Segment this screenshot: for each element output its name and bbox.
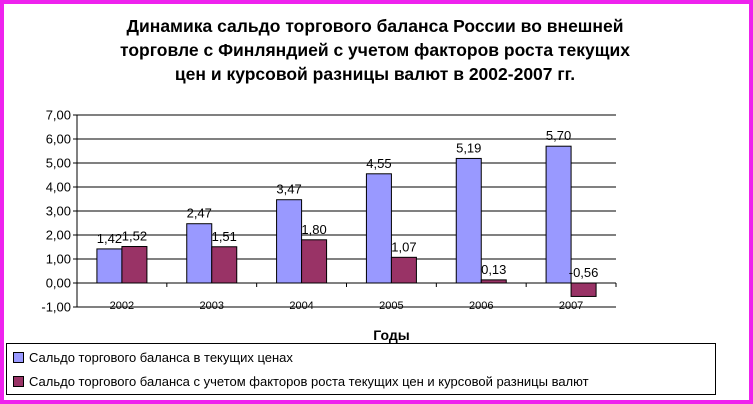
data-label: 3,47 (276, 182, 301, 197)
bar (186, 223, 213, 284)
data-label: 5,19 (456, 140, 481, 155)
x-tick-label: 2005 (379, 300, 403, 312)
legend-swatch (13, 376, 24, 387)
y-tick-label: 7,00 (46, 108, 71, 123)
y-tick-label: 3,00 (46, 204, 71, 219)
bar (276, 199, 303, 284)
data-label: 1,07 (391, 239, 416, 254)
data-label: 1,80 (301, 222, 326, 237)
bar (121, 246, 148, 284)
x-tick-label: 2007 (559, 300, 583, 312)
data-label: 1,51 (212, 229, 237, 244)
legend-item: Сальдо торгового баланса в текущих ценах (13, 350, 293, 366)
x-tick-label: 2003 (200, 300, 224, 312)
y-tick-label: 2,00 (46, 228, 71, 243)
data-label: -0,56 (569, 265, 599, 280)
chart-title-line: торговле с Финляндией с учетом факторов … (120, 40, 630, 60)
bar (570, 282, 597, 297)
bar (365, 173, 392, 284)
chart-title-line: цен и курсовой разницы валют в 2002-2007… (174, 64, 576, 84)
legend-swatch (13, 352, 24, 363)
y-tick-label: 5,00 (46, 156, 71, 171)
y-tick-label: 4,00 (46, 180, 71, 195)
data-label: 1,42 (97, 231, 122, 246)
data-label: 1,52 (122, 229, 147, 244)
data-label: 0,13 (481, 262, 506, 277)
bar (96, 248, 123, 284)
x-axis-title: Годы (373, 327, 409, 343)
y-tick-label: -1,00 (41, 300, 71, 315)
x-tick-label: 2002 (110, 300, 134, 312)
bar (455, 157, 482, 284)
data-label: 4,55 (366, 156, 391, 171)
bar (390, 256, 417, 284)
bar (301, 239, 328, 284)
chart-title-line: Динамика сальдо торгового баланса России… (126, 16, 624, 36)
legend-item: Сальдо торгового баланса с учетом фактор… (13, 374, 589, 390)
x-tick-label: 2006 (469, 300, 493, 312)
y-tick-label: 0,00 (46, 276, 71, 291)
bar (211, 246, 238, 284)
legend-label: Сальдо торгового баланса в текущих ценах (29, 350, 293, 365)
y-tick-label: 6,00 (46, 132, 71, 147)
bar (545, 145, 572, 284)
y-tick-label: 1,00 (46, 252, 71, 267)
data-label: 5,70 (546, 128, 571, 143)
data-label: 2,47 (187, 206, 212, 221)
chart-title: Динамика сальдо торгового баланса России… (30, 14, 720, 86)
chart-legend: Сальдо торгового баланса в текущих ценах… (6, 343, 716, 395)
x-tick-label: 2004 (289, 300, 313, 312)
legend-label: Сальдо торгового баланса с учетом фактор… (29, 374, 589, 389)
